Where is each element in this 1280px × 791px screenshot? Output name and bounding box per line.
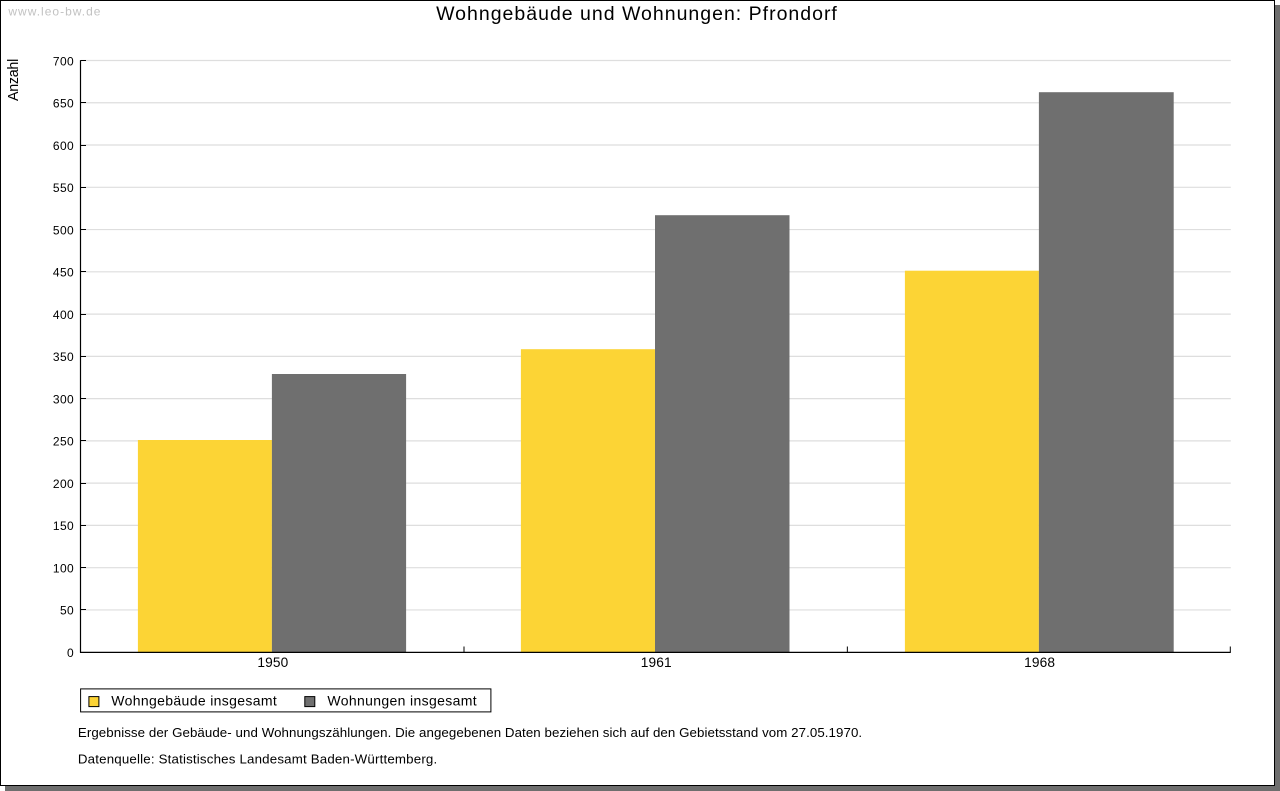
svg-text:Wohngebäude und Wohnungen: Pfr: Wohngebäude und Wohnungen: Pfrondorf bbox=[436, 3, 838, 25]
svg-text:500: 500 bbox=[53, 223, 74, 237]
svg-text:100: 100 bbox=[53, 561, 74, 575]
svg-text:150: 150 bbox=[53, 519, 74, 533]
svg-text:0: 0 bbox=[67, 646, 74, 660]
svg-text:650: 650 bbox=[53, 97, 74, 111]
svg-text:1961: 1961 bbox=[641, 655, 672, 670]
svg-text:Datenquelle: Statistisches Lan: Datenquelle: Statistisches Landesamt Bad… bbox=[78, 751, 438, 766]
svg-text:600: 600 bbox=[53, 139, 74, 153]
svg-text:Anzahl: Anzahl bbox=[6, 59, 22, 101]
svg-text:550: 550 bbox=[53, 181, 74, 195]
svg-text:50: 50 bbox=[60, 604, 74, 618]
svg-text:Wohnungen insgesamt: Wohnungen insgesamt bbox=[327, 693, 477, 709]
svg-text:400: 400 bbox=[53, 308, 74, 322]
svg-text:300: 300 bbox=[53, 392, 74, 406]
svg-text:200: 200 bbox=[53, 477, 74, 491]
svg-text:1950: 1950 bbox=[257, 655, 288, 670]
svg-text:Ergebnisse der Gebäude- und Wo: Ergebnisse der Gebäude- und Wohnungszähl… bbox=[78, 725, 862, 740]
svg-text:450: 450 bbox=[53, 266, 74, 280]
svg-text:Wohngebäude insgesamt: Wohngebäude insgesamt bbox=[111, 693, 277, 709]
svg-text:250: 250 bbox=[53, 435, 74, 449]
svg-text:www.leo-bw.de: www.leo-bw.de bbox=[7, 4, 101, 18]
svg-text:700: 700 bbox=[53, 54, 74, 68]
svg-text:1968: 1968 bbox=[1024, 655, 1055, 670]
svg-text:350: 350 bbox=[53, 350, 74, 364]
